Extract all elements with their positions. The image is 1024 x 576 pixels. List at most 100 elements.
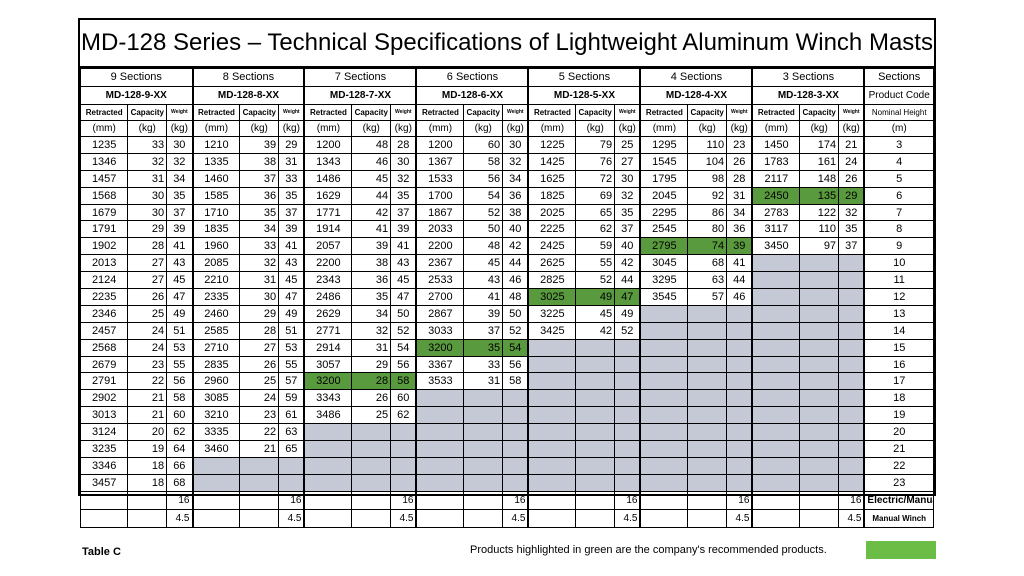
table-row: 2013 27 43 2085 32 43 2200 38 43 2367 45 44 2625 55 42… bbox=[79, 254, 935, 273]
electric-winch-weight: 16 bbox=[278, 490, 306, 510]
weight-cell: 51 bbox=[278, 321, 306, 340]
retracted-cell: 3200 bbox=[303, 372, 353, 391]
retracted-cell: 2914 bbox=[303, 338, 353, 357]
empty-cell bbox=[415, 406, 465, 425]
empty-cell bbox=[463, 406, 504, 425]
retracted-cell: 3117 bbox=[751, 220, 801, 239]
weight-cell: 45 bbox=[390, 271, 418, 290]
empty-cell bbox=[575, 338, 616, 357]
retracted-cell: 1902 bbox=[79, 237, 129, 256]
empty-cell bbox=[614, 473, 642, 492]
retracted-cell: 1225 bbox=[527, 136, 577, 154]
empty-cell bbox=[527, 406, 577, 425]
unit-mm: (mm) bbox=[639, 120, 689, 137]
capacity-cell: 48 bbox=[463, 237, 504, 256]
empty-cell bbox=[751, 440, 801, 458]
empty-cell bbox=[351, 440, 392, 458]
empty-cell bbox=[639, 389, 689, 408]
unit-mm: (mm) bbox=[751, 120, 801, 137]
footer-spacer bbox=[687, 508, 728, 528]
table-row: 2679 23 55 2835 26 55 3057 29 56 3367 33 56 16 bbox=[79, 355, 935, 374]
nominal-height-cell: 23 bbox=[863, 473, 935, 492]
empty-cell bbox=[575, 355, 616, 374]
retracted-cell: 3335 bbox=[191, 423, 241, 442]
unit-kg: (kg) bbox=[838, 120, 866, 137]
retracted-cell: 1533 bbox=[415, 169, 465, 188]
retracted-cell: 2045 bbox=[639, 186, 689, 205]
capacity-cell: 34 bbox=[351, 304, 392, 323]
weight-cell: 34 bbox=[502, 169, 530, 188]
capacity-cell: 122 bbox=[799, 203, 840, 222]
unit-kg: (kg) bbox=[463, 120, 504, 137]
capacity-cell: 24 bbox=[239, 389, 280, 408]
retracted-cell: 2533 bbox=[415, 271, 465, 290]
nominal-height-cell: 19 bbox=[863, 406, 935, 425]
table-row: 2235 26 47 2335 30 47 2486 35 47 2700 41 48 3025 49 47… bbox=[79, 288, 935, 306]
empty-cell bbox=[799, 271, 840, 290]
capacity-cell: 50 bbox=[463, 220, 504, 239]
weight-cell: 64 bbox=[166, 440, 194, 458]
empty-cell bbox=[575, 440, 616, 458]
retracted-cell: 2625 bbox=[527, 254, 577, 273]
empty-cell bbox=[614, 423, 642, 442]
weight-cell: 40 bbox=[614, 237, 642, 256]
capacity-cell: 29 bbox=[351, 355, 392, 374]
empty-cell bbox=[726, 423, 754, 442]
footer-spacer bbox=[79, 490, 129, 510]
retracted-cell: 3343 bbox=[303, 389, 353, 408]
header-row-columns: Retracted Capacity Weight Retracted Capacity… bbox=[79, 104, 935, 121]
empty-cell bbox=[687, 456, 728, 475]
weight-cell: 47 bbox=[614, 288, 642, 306]
retracted-cell: 2629 bbox=[303, 304, 353, 323]
manual-winch-weight: 4.5 bbox=[726, 508, 754, 528]
empty-cell bbox=[575, 423, 616, 442]
footer-spacer bbox=[751, 490, 801, 510]
capacity-cell: 161 bbox=[799, 152, 840, 171]
capacity-cell: 28 bbox=[351, 372, 392, 391]
empty-cell bbox=[838, 440, 866, 458]
retracted-cell: 1585 bbox=[191, 186, 241, 205]
capacity-cell: 37 bbox=[239, 169, 280, 188]
empty-cell bbox=[726, 355, 754, 374]
footer-spacer bbox=[527, 508, 577, 528]
capacity-cell: 29 bbox=[127, 220, 168, 239]
capacity-cell: 42 bbox=[575, 321, 616, 340]
capacity-cell: 27 bbox=[127, 254, 168, 273]
empty-cell bbox=[527, 456, 577, 475]
group-label: 4 Sections bbox=[639, 68, 754, 87]
unit-mm: (mm) bbox=[79, 120, 129, 137]
footer-spacer bbox=[127, 508, 168, 528]
manual-winch-weight: 4.5 bbox=[166, 508, 194, 528]
weight-cell: 56 bbox=[502, 355, 530, 374]
nominal-height-cell: 4 bbox=[863, 152, 935, 171]
empty-cell bbox=[415, 423, 465, 442]
manual-winch-weight: 4.5 bbox=[278, 508, 306, 528]
retracted-header: Retracted bbox=[79, 104, 129, 121]
retracted-cell: 2795 bbox=[639, 237, 689, 256]
retracted-cell: 2117 bbox=[751, 169, 801, 188]
footer-spacer bbox=[575, 490, 616, 510]
capacity-cell: 30 bbox=[127, 203, 168, 222]
weight-header: Weight bbox=[502, 104, 530, 121]
weight-cell: 60 bbox=[390, 389, 418, 408]
capacity-cell: 110 bbox=[687, 136, 728, 154]
empty-cell bbox=[415, 473, 465, 492]
empty-cell bbox=[527, 423, 577, 442]
weight-cell: 35 bbox=[838, 220, 866, 239]
retracted-cell: 3033 bbox=[415, 321, 465, 340]
retracted-header: Retracted bbox=[527, 104, 577, 121]
weight-cell: 56 bbox=[390, 355, 418, 374]
capacity-cell: 27 bbox=[127, 271, 168, 290]
retracted-cell: 3025 bbox=[527, 288, 577, 306]
empty-cell bbox=[687, 440, 728, 458]
empty-cell bbox=[751, 271, 801, 290]
weight-cell: 53 bbox=[166, 338, 194, 357]
retracted-cell: 2545 bbox=[639, 220, 689, 239]
weight-cell: 44 bbox=[502, 254, 530, 273]
footer-spacer bbox=[687, 490, 728, 510]
retracted-cell: 2783 bbox=[751, 203, 801, 222]
capacity-cell: 34 bbox=[239, 220, 280, 239]
product-code: MD-128-8-XX bbox=[192, 86, 306, 105]
weight-cell: 62 bbox=[166, 423, 194, 442]
empty-cell bbox=[838, 271, 866, 290]
